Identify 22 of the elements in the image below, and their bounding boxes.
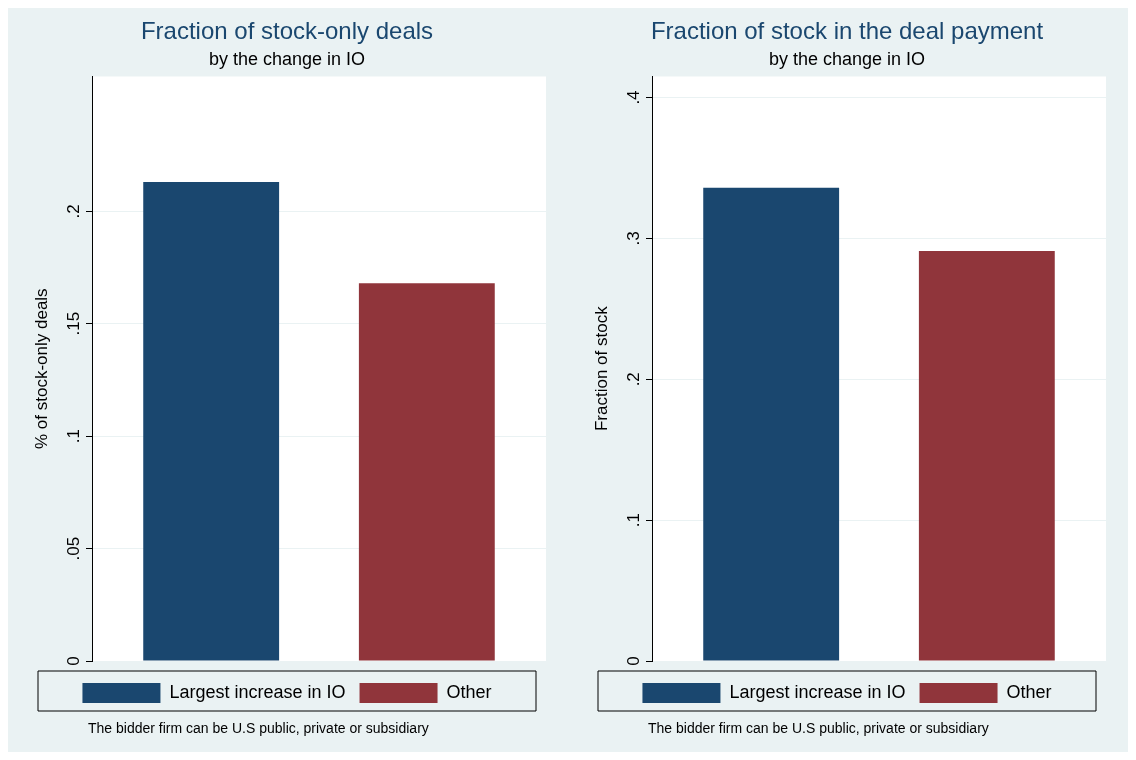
text: The bidder firm can be U.S public, private or subsidiary [88,720,429,736]
y-tick-label: .4 [624,90,644,105]
y-tick-label: .3 [624,231,644,246]
y-tick-label: .05 [64,536,84,561]
y-tick-label: 0 [624,656,644,666]
y-tick-label: .1 [64,429,84,444]
chart-title: Fraction of stock-only deals [140,17,434,45]
y-tick-label: .2 [624,372,644,387]
legend-label: Largest increase in IO [169,681,346,702]
y-tick-label: .2 [64,204,84,219]
y-axis-title: Fraction of stock [591,305,611,432]
y-axis-title: % of stock-only deals [31,288,51,450]
y-tick-label: .15 [64,311,84,336]
y-tick-label: 0 [64,656,84,666]
legend-label: Other [1006,681,1052,702]
text: The bidder firm can be U.S public, private or subsidiary [648,720,989,736]
legend-label: Other [446,681,492,702]
y-tick-label: .1 [624,513,644,528]
chart-subtitle: by the change in IO [208,48,366,69]
legend-label: Largest increase in IO [729,681,906,702]
chart-subtitle: by the change in IO [768,48,926,69]
chart-title: Fraction of stock in the deal payment [650,17,1044,45]
